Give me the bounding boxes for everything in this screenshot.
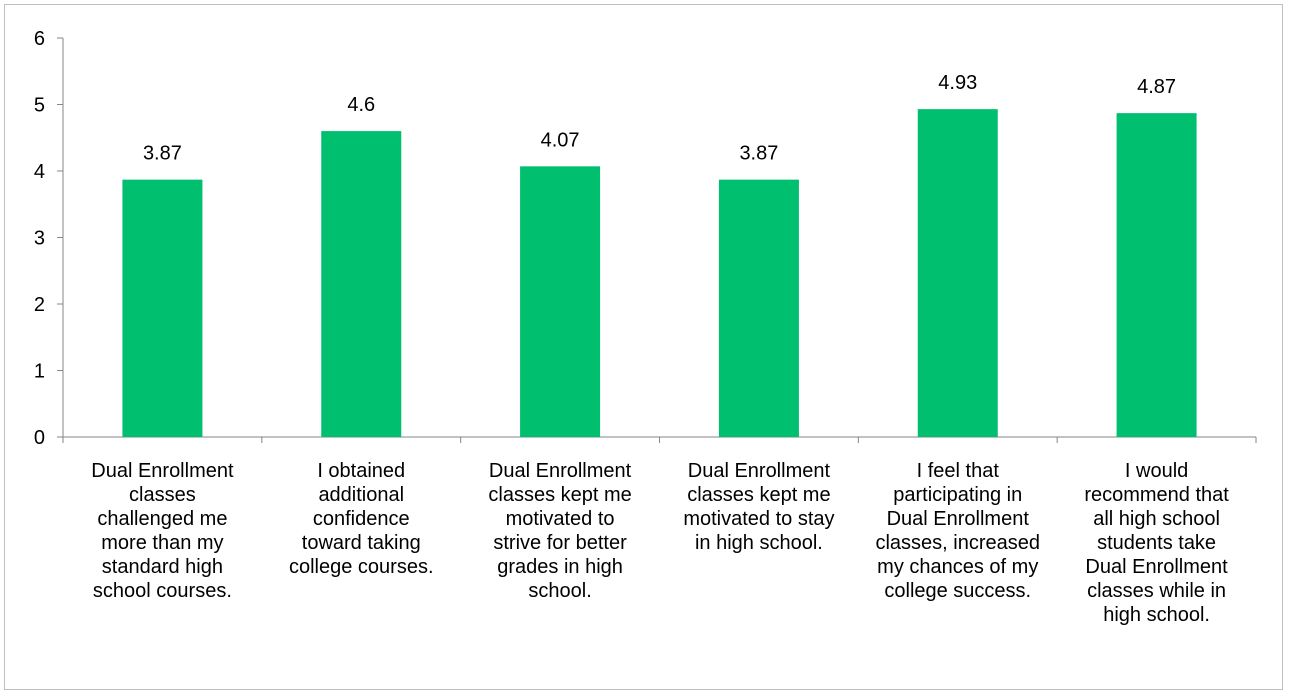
- bar: [122, 179, 203, 437]
- bar: [1116, 113, 1197, 438]
- data-label: 4.93: [938, 72, 977, 94]
- y-tick-label: 0: [34, 427, 45, 449]
- x-category-label: Dual Enrollment classes challenged me mo…: [91, 460, 234, 602]
- bar: [321, 131, 402, 437]
- data-label: 4.87: [1137, 76, 1176, 98]
- chart-frame: 0 1 2 3 4 5 6 3.87 4.6 4.07 3.87 4.93 4.87 Dual Enro…: [4, 4, 1283, 690]
- y-tick-label: 5: [34, 95, 45, 117]
- y-tick-label: 4: [34, 161, 45, 183]
- bar-chart: 0 1 2 3 4 5 6 3.87 4.6 4.07 3.87 4.93 4.87: [34, 28, 1257, 449]
- x-category-label: I obtained additional confidence toward …: [288, 460, 434, 578]
- y-tick-label: 2: [34, 294, 45, 316]
- bar: [520, 166, 601, 437]
- bar: [718, 179, 799, 437]
- data-label: 3.87: [739, 143, 778, 165]
- x-category-label: I feel that participating in Dual Enroll…: [875, 460, 1041, 602]
- bar: [917, 109, 998, 437]
- x-category-label: Dual Enrollment classes kept me motivate…: [488, 460, 632, 602]
- x-category-label: Dual Enrollment classes kept me motivate…: [683, 460, 835, 554]
- data-label: 4.07: [541, 129, 580, 151]
- y-tick-label: 1: [34, 361, 45, 383]
- data-label: 3.87: [143, 143, 182, 165]
- data-label: 4.6: [347, 94, 375, 116]
- y-tick-label: 3: [34, 228, 45, 250]
- y-tick-label: 6: [34, 28, 45, 50]
- x-category-label: I would recommend that all high school s…: [1084, 460, 1229, 626]
